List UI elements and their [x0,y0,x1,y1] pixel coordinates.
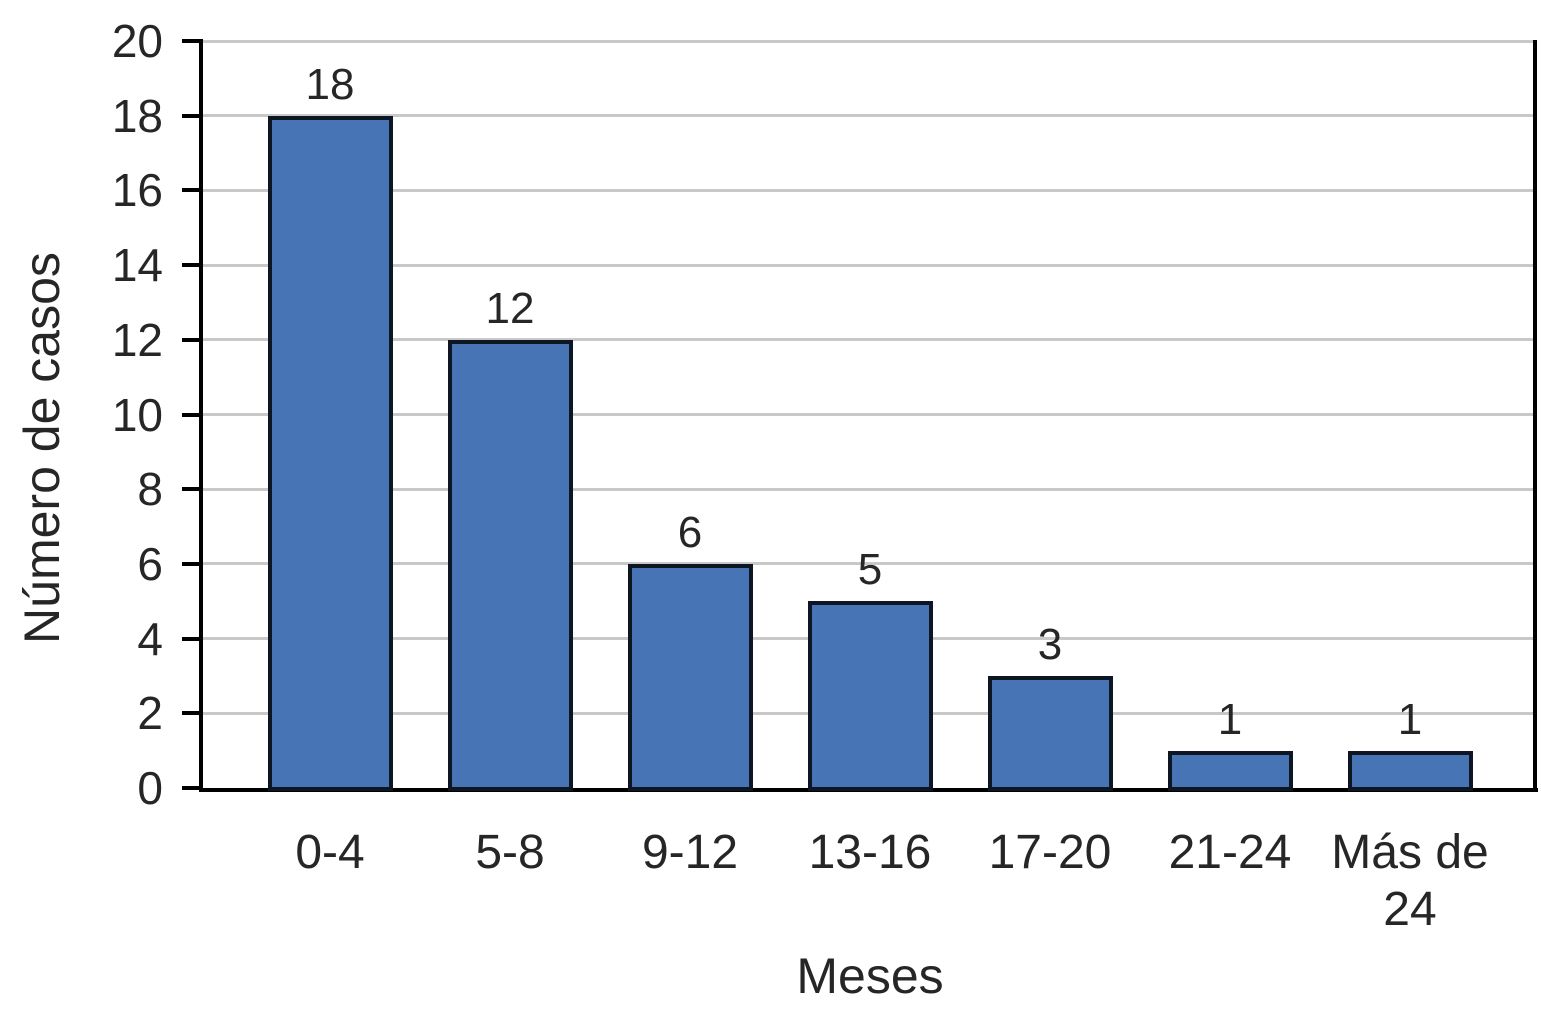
bar-value-label: 1 [1217,694,1243,744]
y-tick-label: 12 [111,313,163,366]
x-category-label: Más de 24 [1331,826,1489,936]
bar-value-label: 1 [1397,694,1423,744]
y-axis-tick [182,561,203,566]
y-axis-tick [182,188,203,193]
plot-right-border [1533,40,1537,792]
y-axis-tick [182,113,203,118]
x-category-label: 9-12 [641,826,739,879]
bar [987,675,1113,791]
y-tick-label: 20 [111,15,163,67]
gridline [203,338,1537,342]
y-axis-tick [182,337,203,342]
bar-value-label: 3 [1037,619,1063,669]
gridline [203,263,1537,267]
y-axis-tick [182,487,203,492]
bar-value-label: 12 [485,283,535,333]
bar [1167,750,1293,791]
bar [447,339,573,791]
x-category-label: 13-16 [808,826,932,879]
bar [267,115,393,791]
y-axis-tick [182,263,203,268]
y-tick-label: 10 [111,388,163,441]
bar-value-label: 18 [305,59,355,109]
y-tick-label: 6 [137,537,163,590]
gridline [203,39,1537,43]
bar [627,563,753,791]
y-tick-label: 18 [111,89,163,142]
y-tick-label: 8 [137,463,163,516]
y-axis-tick [182,786,203,790]
bar [807,601,933,791]
x-category-label: 0-4 [295,826,365,879]
y-tick-label: 14 [111,239,163,292]
y-tick-label: 4 [137,612,163,665]
y-axis-tick [182,711,203,716]
bar-value-label: 5 [857,545,883,595]
y-tick-label: 2 [137,687,163,740]
gridline [203,562,1537,566]
x-category-label: 21-24 [1168,826,1292,879]
gridline [203,487,1537,491]
y-axis-tick [182,636,203,641]
gridline [203,413,1537,416]
y-tick-label: 16 [111,164,163,217]
gridline [203,114,1537,118]
gridline [203,188,1537,192]
x-axis-title: Meses [796,948,944,1004]
bar [1347,750,1473,791]
y-axis-tick [182,39,203,43]
y-axis-tick [182,412,203,417]
bar-value-label: 6 [677,507,703,557]
x-category-label: 17-20 [988,826,1112,879]
y-tick-label: 0 [137,762,163,814]
x-category-label: 5-8 [475,826,545,879]
